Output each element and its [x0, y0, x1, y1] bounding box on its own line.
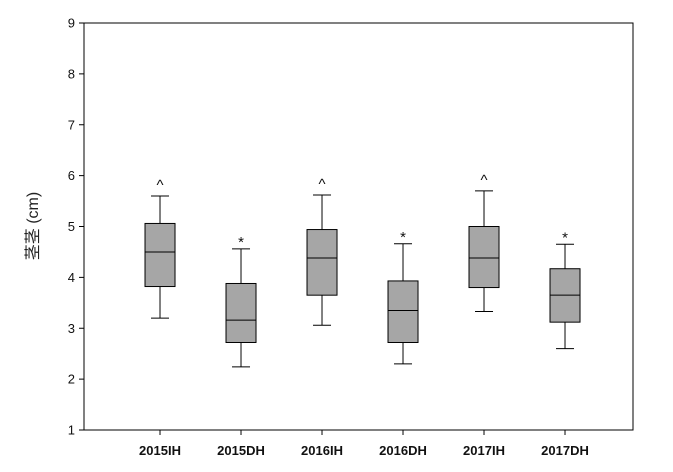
y-tick-label: 6 [68, 168, 75, 183]
iqr-box [387, 280, 419, 343]
y-tick-label: 3 [68, 321, 75, 336]
y-axis: 1 2 3 4 5 6 7 8 9 [68, 16, 84, 438]
box-2015DH: * [225, 234, 257, 368]
y-tick-label: 5 [68, 219, 75, 234]
box-2017DH: * [549, 229, 581, 350]
significance-marker: * [238, 234, 244, 251]
boxes-group: ^ * ^ * ^ * [144, 172, 581, 368]
y-tick-label: 1 [68, 423, 75, 438]
iqr-box [306, 229, 338, 296]
significance-marker: ^ [318, 176, 325, 193]
x-tick-label: 2017DH [541, 443, 589, 458]
x-tick-label: 2016DH [379, 443, 427, 458]
iqr-box [225, 282, 257, 343]
box-2016IH: ^ [306, 176, 338, 326]
significance-marker: * [400, 229, 406, 246]
significance-marker: * [562, 229, 568, 246]
x-axis: 2015IH 2015DH 2016IH 2016DH 2017IH 2017DH [139, 430, 589, 458]
significance-marker: ^ [480, 172, 487, 189]
y-tick-label: 8 [68, 66, 75, 81]
x-tick-label: 2017IH [463, 443, 505, 458]
box-2017IH: ^ [468, 172, 500, 312]
box-2016DH: * [387, 229, 419, 365]
box-2015IH: ^ [144, 177, 176, 319]
significance-marker: ^ [156, 177, 163, 194]
y-tick-label: 4 [68, 270, 75, 285]
x-tick-label: 2016IH [301, 443, 343, 458]
y-tick-label: 7 [68, 117, 75, 132]
y-axis-label: 茎茎 (cm) [24, 192, 42, 260]
y-tick-label: 2 [68, 372, 75, 387]
iqr-box [468, 226, 500, 289]
x-tick-label: 2015IH [139, 443, 181, 458]
y-tick-label: 9 [68, 16, 75, 31]
x-tick-label: 2015DH [217, 443, 265, 458]
iqr-box [144, 222, 176, 288]
